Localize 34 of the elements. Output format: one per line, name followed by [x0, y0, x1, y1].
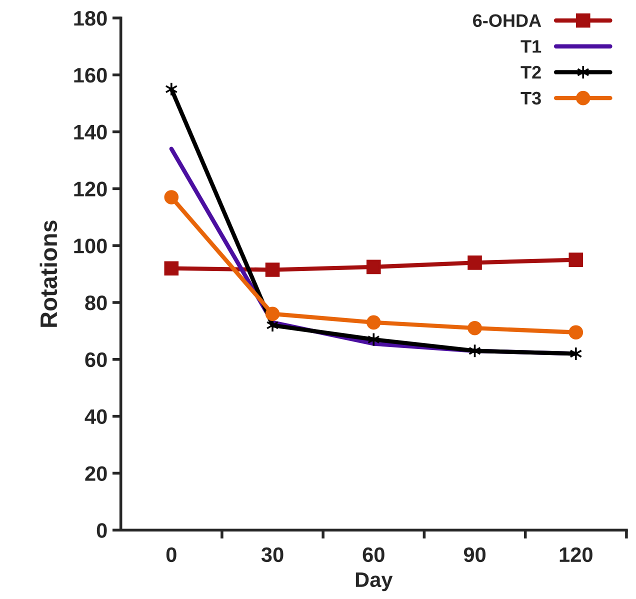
y-tick-label: 40 [84, 409, 107, 424]
point [265, 262, 280, 277]
legend-label: T1 [520, 40, 542, 53]
point [468, 320, 482, 336]
point [568, 325, 584, 340]
y-tick-label: 120 [74, 182, 107, 196]
x-tick-label: 60 [362, 547, 384, 562]
x-axis-title: Day [356, 572, 393, 592]
point [164, 261, 179, 276]
point [468, 256, 482, 270]
point [366, 315, 381, 330]
x-tick-label: 30 [261, 547, 284, 562]
point [164, 190, 179, 204]
y-axis-title: Rotations [40, 220, 58, 327]
point [265, 306, 280, 322]
y-tick-label: 180 [74, 10, 107, 26]
y-tick-label: 80 [85, 295, 107, 310]
y-tick-label: 60 [85, 352, 107, 368]
y-tick-label: 100 [74, 238, 107, 254]
legend-label: 6-OHDA [473, 14, 542, 27]
x-tick-label: 0 [166, 547, 176, 562]
y-tick-label: 160 [74, 68, 107, 83]
x-tick-label: 90 [464, 547, 486, 562]
point [367, 332, 380, 347]
point [568, 252, 584, 267]
y-tick-label: 140 [74, 124, 107, 140]
legend-label: T2 [520, 66, 541, 79]
point [366, 260, 381, 274]
point [570, 346, 582, 361]
y-tick-label: 0 [96, 523, 107, 538]
x-tick-label: 120 [560, 547, 592, 562]
point [165, 82, 178, 96]
y-tick-label: 20 [85, 466, 107, 481]
legend-label: T3 [520, 92, 541, 105]
